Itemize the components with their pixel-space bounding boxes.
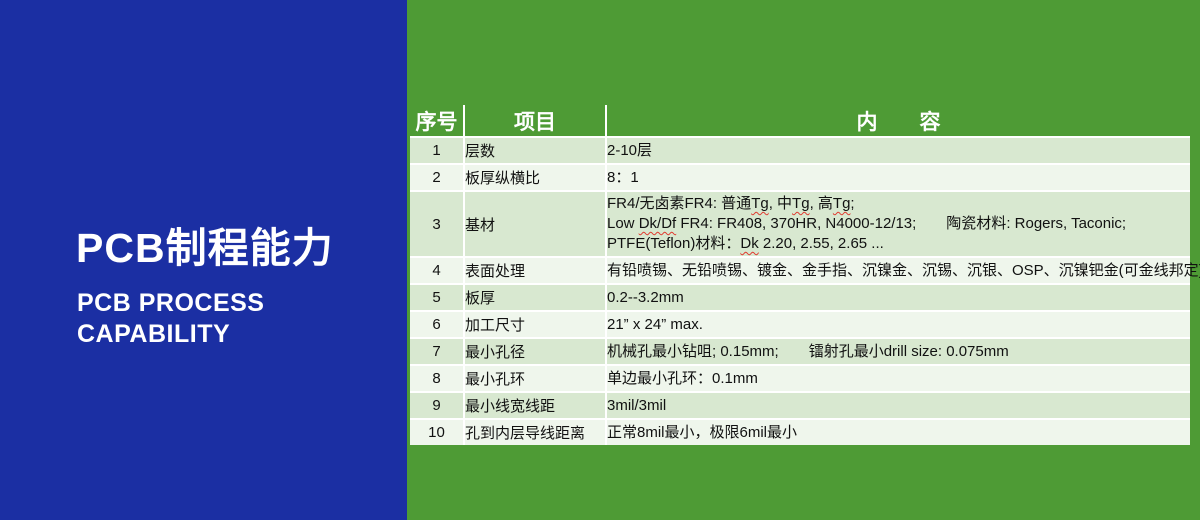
- row-item-cell: 表面处理: [463, 256, 607, 285]
- table-row: 5 板厚 0.2--3.2mm: [410, 283, 1190, 312]
- row-item-cell: 层数: [463, 136, 607, 165]
- table-row: 2 板厚纵横比 8：1: [410, 163, 1190, 192]
- header-item: 项目: [463, 105, 607, 138]
- page-title: PCB制程能力: [76, 225, 334, 271]
- row-number-cell: 1: [410, 136, 465, 165]
- title-panel: PCB制程能力 PCB PROCESS CAPABILITY: [0, 0, 407, 520]
- table-row: 1 层数 2-10层: [410, 136, 1190, 165]
- row-item-cell: 加工尺寸: [463, 310, 607, 339]
- capability-table-wrapper: 序号 项目 内 容 1 层数 2-10层 2 板厚纵横比 8：1 3 基材 FR4/无卤素FR4…: [410, 105, 1200, 445]
- row-item-cell: 最小孔径: [463, 337, 607, 366]
- row-item-cell: 板厚纵横比: [463, 163, 607, 192]
- header-no: 序号: [410, 105, 465, 138]
- table-row: 7 最小孔径 机械孔最小钻咀; 0.15mm; 镭射孔最小drill size: 0…: [410, 337, 1190, 366]
- table-body: 1 层数 2-10层 2 板厚纵横比 8：1 3 基材 FR4/无卤素FR4: 普通Tg, 中T…: [410, 136, 1200, 445]
- row-content-cell: FR4/无卤素FR4: 普通Tg, 中Tg, 高Tg; Low Dk/Df FR4…: [605, 190, 1190, 258]
- row-number-cell: 10: [410, 418, 465, 445]
- row-item-cell: 板厚: [463, 283, 607, 312]
- header-content: 内 容: [605, 105, 1190, 138]
- page-subtitle-line2: CAPABILITY: [77, 320, 231, 348]
- row-item-cell: 最小线宽线距: [463, 391, 607, 420]
- table-row: 4 表面处理 有铅喷锡、无铅喷锡、镀金、金手指、沉镍金、沉锡、沉银、OSP、沉镍钯金…: [410, 256, 1200, 285]
- row-number-cell: 5: [410, 283, 465, 312]
- row-content-cell: 单边最小孔环：0.1mm: [605, 364, 1190, 393]
- row-content-cell: 3mil/3mil: [605, 391, 1190, 420]
- row-content-cell: 有铅喷锡、无铅喷锡、镀金、金手指、沉镍金、沉锡、沉银、OSP、沉镍钯金(可金线邦…: [605, 256, 1200, 285]
- table-row: 8 最小孔环 单边最小孔环：0.1mm: [410, 364, 1190, 393]
- row-number-cell: 3: [410, 190, 465, 258]
- row-content-cell: 2-10层: [605, 136, 1190, 165]
- table-row: 3 基材 FR4/无卤素FR4: 普通Tg, 中Tg, 高Tg; Low Dk/Df …: [410, 190, 1190, 258]
- page-subtitle-line1: PCB PROCESS: [77, 289, 265, 317]
- table-row: 10 孔到内层导线距离 正常8mil最小，极限6mil最小: [410, 418, 1190, 445]
- page-subtitle: PCB PROCESS CAPABILITY: [77, 288, 264, 350]
- row-content-cell: 0.2--3.2mm: [605, 283, 1190, 312]
- row-number-cell: 4: [410, 256, 465, 285]
- row-content-cell: 8：1: [605, 163, 1190, 192]
- table-panel: 序号 项目 内 容 1 层数 2-10层 2 板厚纵横比 8：1 3 基材 FR4/无卤素FR4…: [407, 0, 1200, 520]
- row-number-cell: 9: [410, 391, 465, 420]
- table-header-row: 序号 项目 内 容: [410, 105, 1190, 138]
- table-row: 9 最小线宽线距 3mil/3mil: [410, 391, 1190, 420]
- row-item-cell: 最小孔环: [463, 364, 607, 393]
- row-content-cell: 21” x 24” max.: [605, 310, 1190, 339]
- capability-table: 序号 项目 内 容 1 层数 2-10层 2 板厚纵横比 8：1 3 基材 FR4/无卤素FR4…: [410, 105, 1200, 445]
- row-item-cell: 孔到内层导线距离: [463, 418, 607, 445]
- row-number-cell: 8: [410, 364, 465, 393]
- row-item-cell: 基材: [463, 190, 607, 258]
- row-number-cell: 7: [410, 337, 465, 366]
- row-number-cell: 2: [410, 163, 465, 192]
- row-content-cell: 机械孔最小钻咀; 0.15mm; 镭射孔最小drill size: 0.075m…: [605, 337, 1190, 366]
- row-number-cell: 6: [410, 310, 465, 339]
- table-row: 6 加工尺寸 21” x 24” max.: [410, 310, 1190, 339]
- row-content-cell: 正常8mil最小，极限6mil最小: [605, 418, 1190, 445]
